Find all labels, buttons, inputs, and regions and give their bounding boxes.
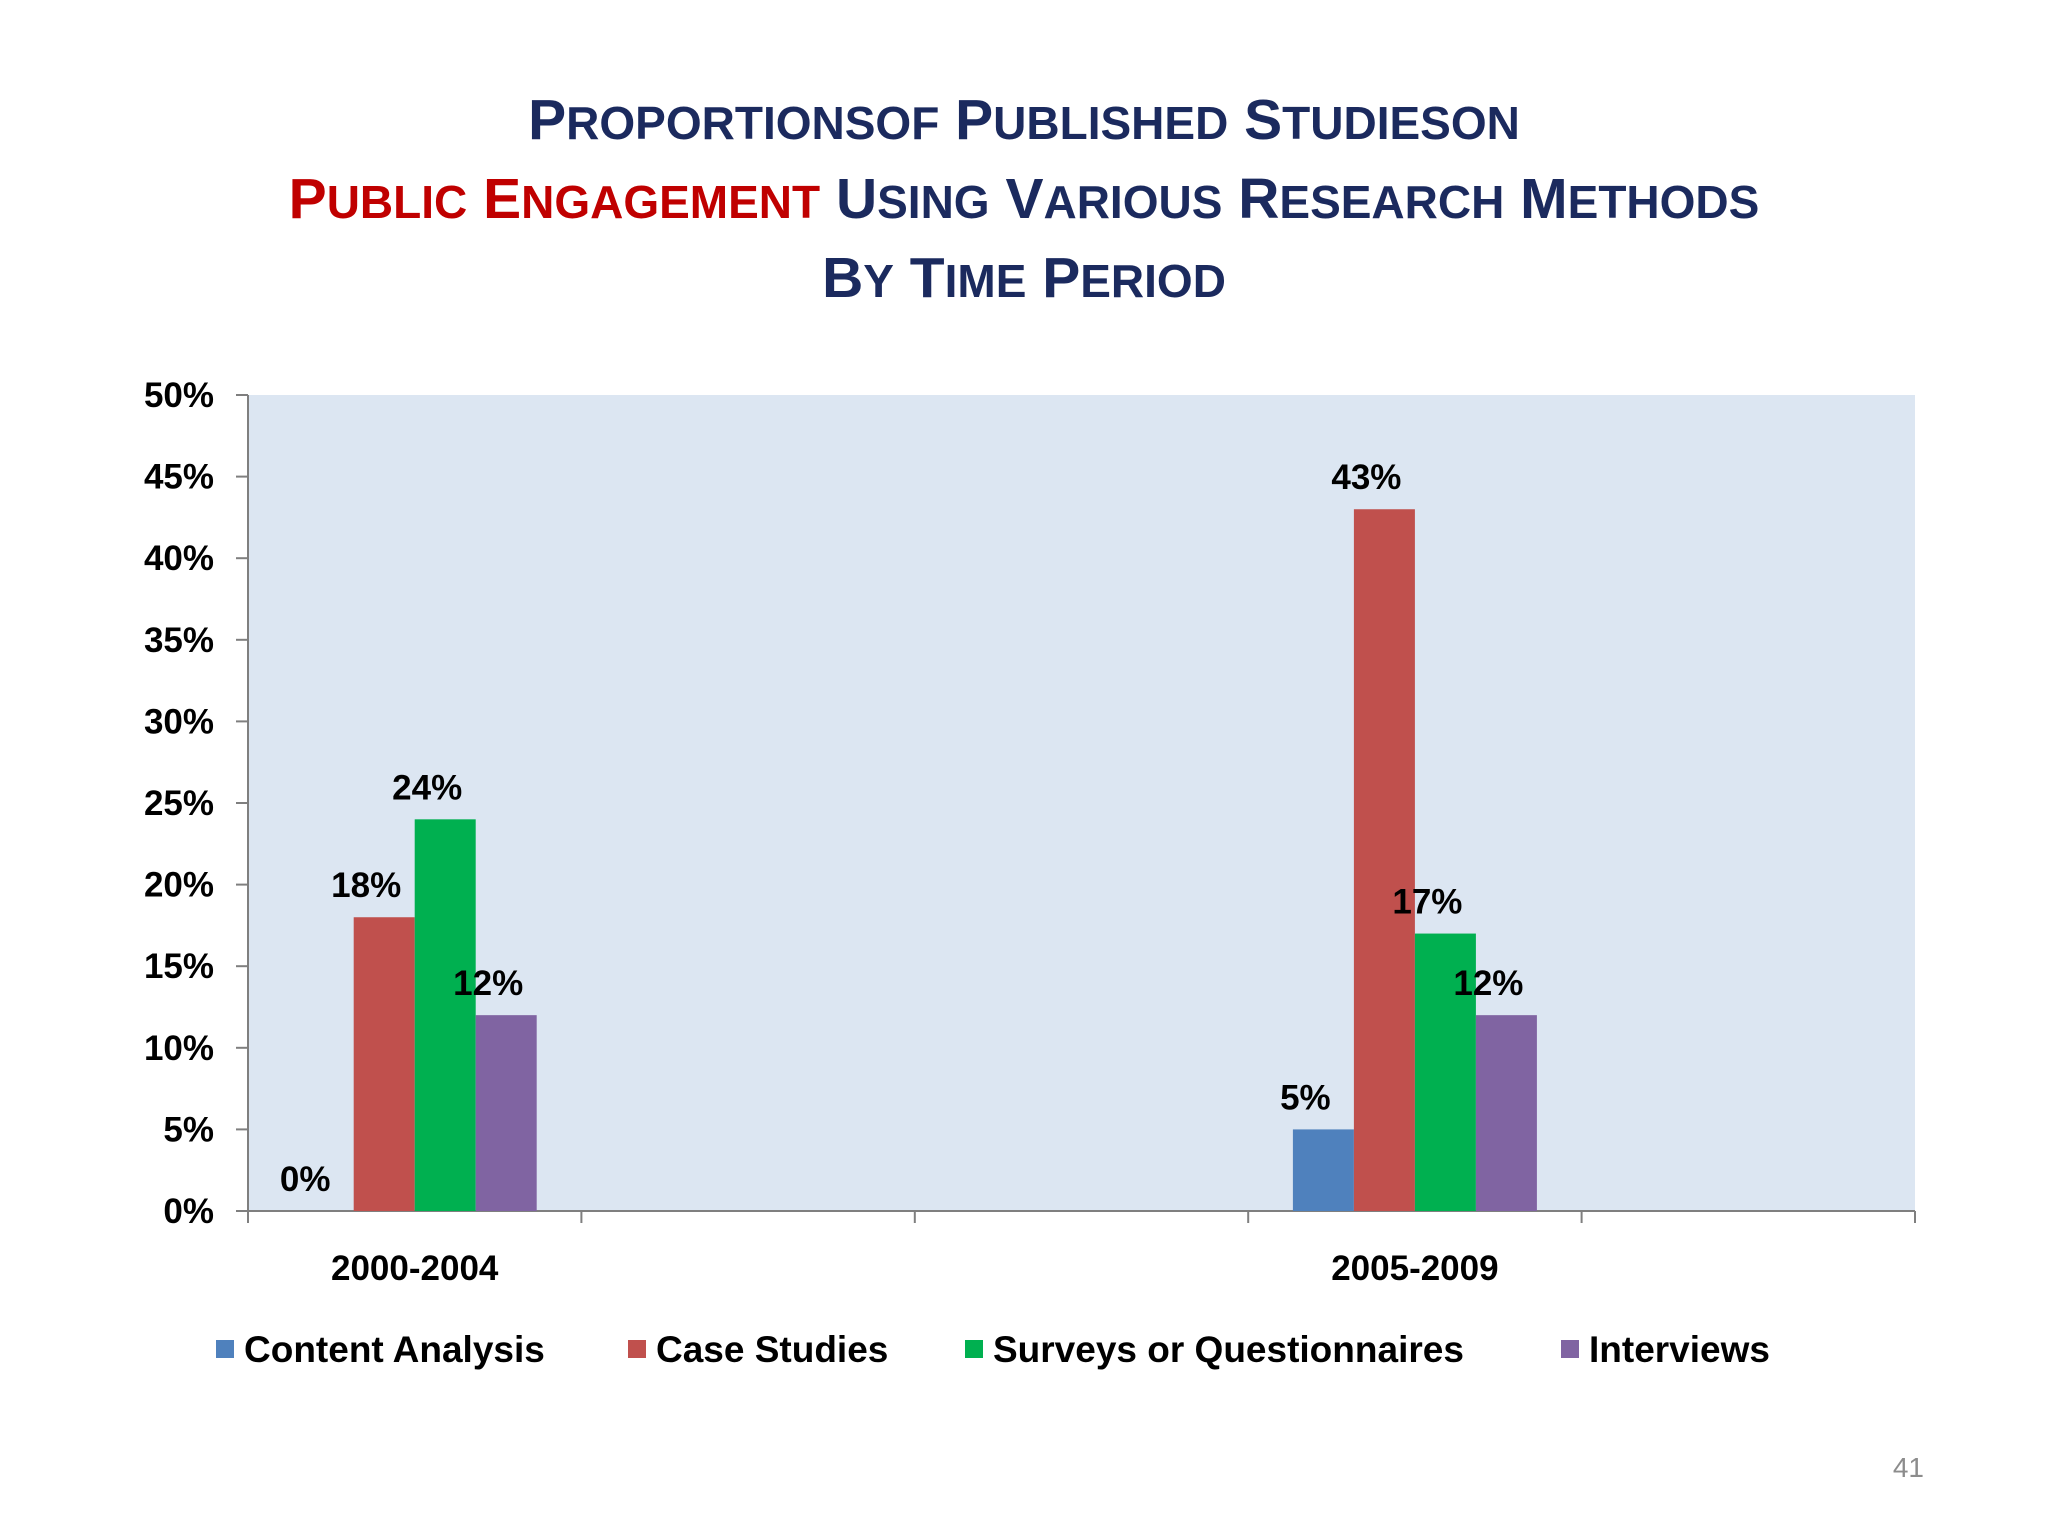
y-tick-label: 40% xyxy=(144,539,214,578)
legend-swatch xyxy=(965,1340,983,1358)
legend-label: Surveys or Questionnaires xyxy=(993,1329,1464,1370)
y-tick-label: 35% xyxy=(144,621,214,660)
title-word: ENGAGEMENT xyxy=(483,167,820,231)
title-word: PUBLISHED xyxy=(955,88,1228,152)
title-word-rest: NGAGEMENT xyxy=(521,176,821,228)
bar xyxy=(1353,509,1415,1211)
y-tick-label: 50% xyxy=(144,376,214,415)
data-label: 24% xyxy=(392,768,462,807)
y-tick-label: 20% xyxy=(144,866,214,905)
chart-title: PROPORTIONSOF PUBLISHED STUDIESON PUBLIC… xyxy=(0,82,2048,319)
bar xyxy=(475,1015,537,1211)
y-tick-label: 45% xyxy=(144,458,214,497)
x-category-label: 2005-2009 xyxy=(1331,1249,1498,1288)
title-word-initial: T xyxy=(909,246,945,310)
title-line-2: PUBLIC ENGAGEMENT USING VARIOUS RESEARCH… xyxy=(0,161,2048,240)
title-word: METHODS xyxy=(1520,167,1759,231)
title-word-initial: V xyxy=(1005,167,1044,231)
bar xyxy=(414,819,476,1211)
title-line-1: PROPORTIONSOF PUBLISHED STUDIESON xyxy=(0,82,2048,161)
legend-swatch xyxy=(216,1340,234,1358)
bar xyxy=(1292,1129,1354,1211)
y-tick-label: 25% xyxy=(144,784,214,823)
title-word-rest: ROPORTIONSOF xyxy=(566,97,940,149)
title-word-initial: R xyxy=(1238,167,1280,231)
title-word-rest: SING xyxy=(877,176,990,228)
bar xyxy=(353,917,415,1211)
title-word: RESEARCH xyxy=(1238,167,1504,231)
bar xyxy=(1475,1015,1537,1211)
slide-number: 41 xyxy=(1892,1452,1924,1483)
title-word: VARIOUS xyxy=(1005,167,1222,231)
y-tick-label: 15% xyxy=(144,947,214,986)
data-label: 5% xyxy=(1280,1078,1331,1117)
bar xyxy=(1414,933,1476,1211)
title-word-rest: TUDIESON xyxy=(1282,97,1520,149)
title-word-rest: ESEARCH xyxy=(1279,176,1505,228)
title-word-rest: ERIOD xyxy=(1080,255,1226,307)
legend-label: Case Studies xyxy=(656,1329,888,1370)
title-word-rest: UBLISHED xyxy=(993,97,1229,149)
legend-swatch xyxy=(628,1340,646,1358)
title-word-initial: P xyxy=(955,88,994,152)
y-tick-label: 10% xyxy=(144,1029,214,1068)
title-word-initial: P xyxy=(288,167,327,231)
x-axis: 2000-2004 2005-2009 xyxy=(247,1210,1916,1288)
title-word-initial: S xyxy=(1244,88,1283,152)
title-word: PROPORTIONSOF xyxy=(528,88,939,152)
title-word-rest: UBLIC xyxy=(326,176,468,228)
data-label: 12% xyxy=(453,964,523,1003)
title-word: BY xyxy=(822,246,894,310)
title-word-rest: ARIOUS xyxy=(1043,176,1223,228)
title-line-3: BY TIME PERIOD xyxy=(0,240,2048,319)
y-tick-label: 30% xyxy=(144,702,214,741)
title-word: TIME xyxy=(910,246,1027,310)
data-label: 12% xyxy=(1453,964,1523,1003)
title-word: STUDIESON xyxy=(1244,88,1520,152)
title-word-initial: B xyxy=(822,246,864,310)
title-word-initial: U xyxy=(835,167,878,231)
data-label: 43% xyxy=(1331,458,1401,497)
legend: Content Analysis Case Studies Surveys or Q… xyxy=(216,1329,1770,1370)
data-label: 17% xyxy=(1392,883,1462,922)
title-word-rest: Y xyxy=(863,255,894,307)
bars xyxy=(353,509,1537,1211)
title-word: PUBLIC xyxy=(289,167,468,231)
title-word-initial: M xyxy=(1520,167,1568,231)
data-labels: 0% 18% 24% 12% 5% 43% 17% 12% xyxy=(280,458,1524,1199)
legend-swatch xyxy=(1561,1340,1579,1358)
title-word-initial: P xyxy=(528,88,567,152)
y-axis: 0% 5% 10% 15% 20% 25% 30% 35% 40% 45% 50% xyxy=(144,376,249,1231)
title-word: PERIOD xyxy=(1042,246,1226,310)
title-word-initial: E xyxy=(483,167,522,231)
title-word-initial: P xyxy=(1042,246,1081,310)
data-label: 0% xyxy=(280,1160,331,1199)
x-category-label: 2000-2004 xyxy=(331,1249,499,1288)
legend-label: Interviews xyxy=(1589,1329,1770,1370)
title-word-rest: IME xyxy=(944,255,1027,307)
data-label: 18% xyxy=(331,866,401,905)
y-tick-label: 5% xyxy=(163,1110,214,1149)
title-word-rest: ETHODS xyxy=(1567,176,1760,228)
legend-label: Content Analysis xyxy=(244,1329,545,1370)
title-word: USING xyxy=(836,167,990,231)
y-tick-label: 0% xyxy=(163,1192,214,1231)
